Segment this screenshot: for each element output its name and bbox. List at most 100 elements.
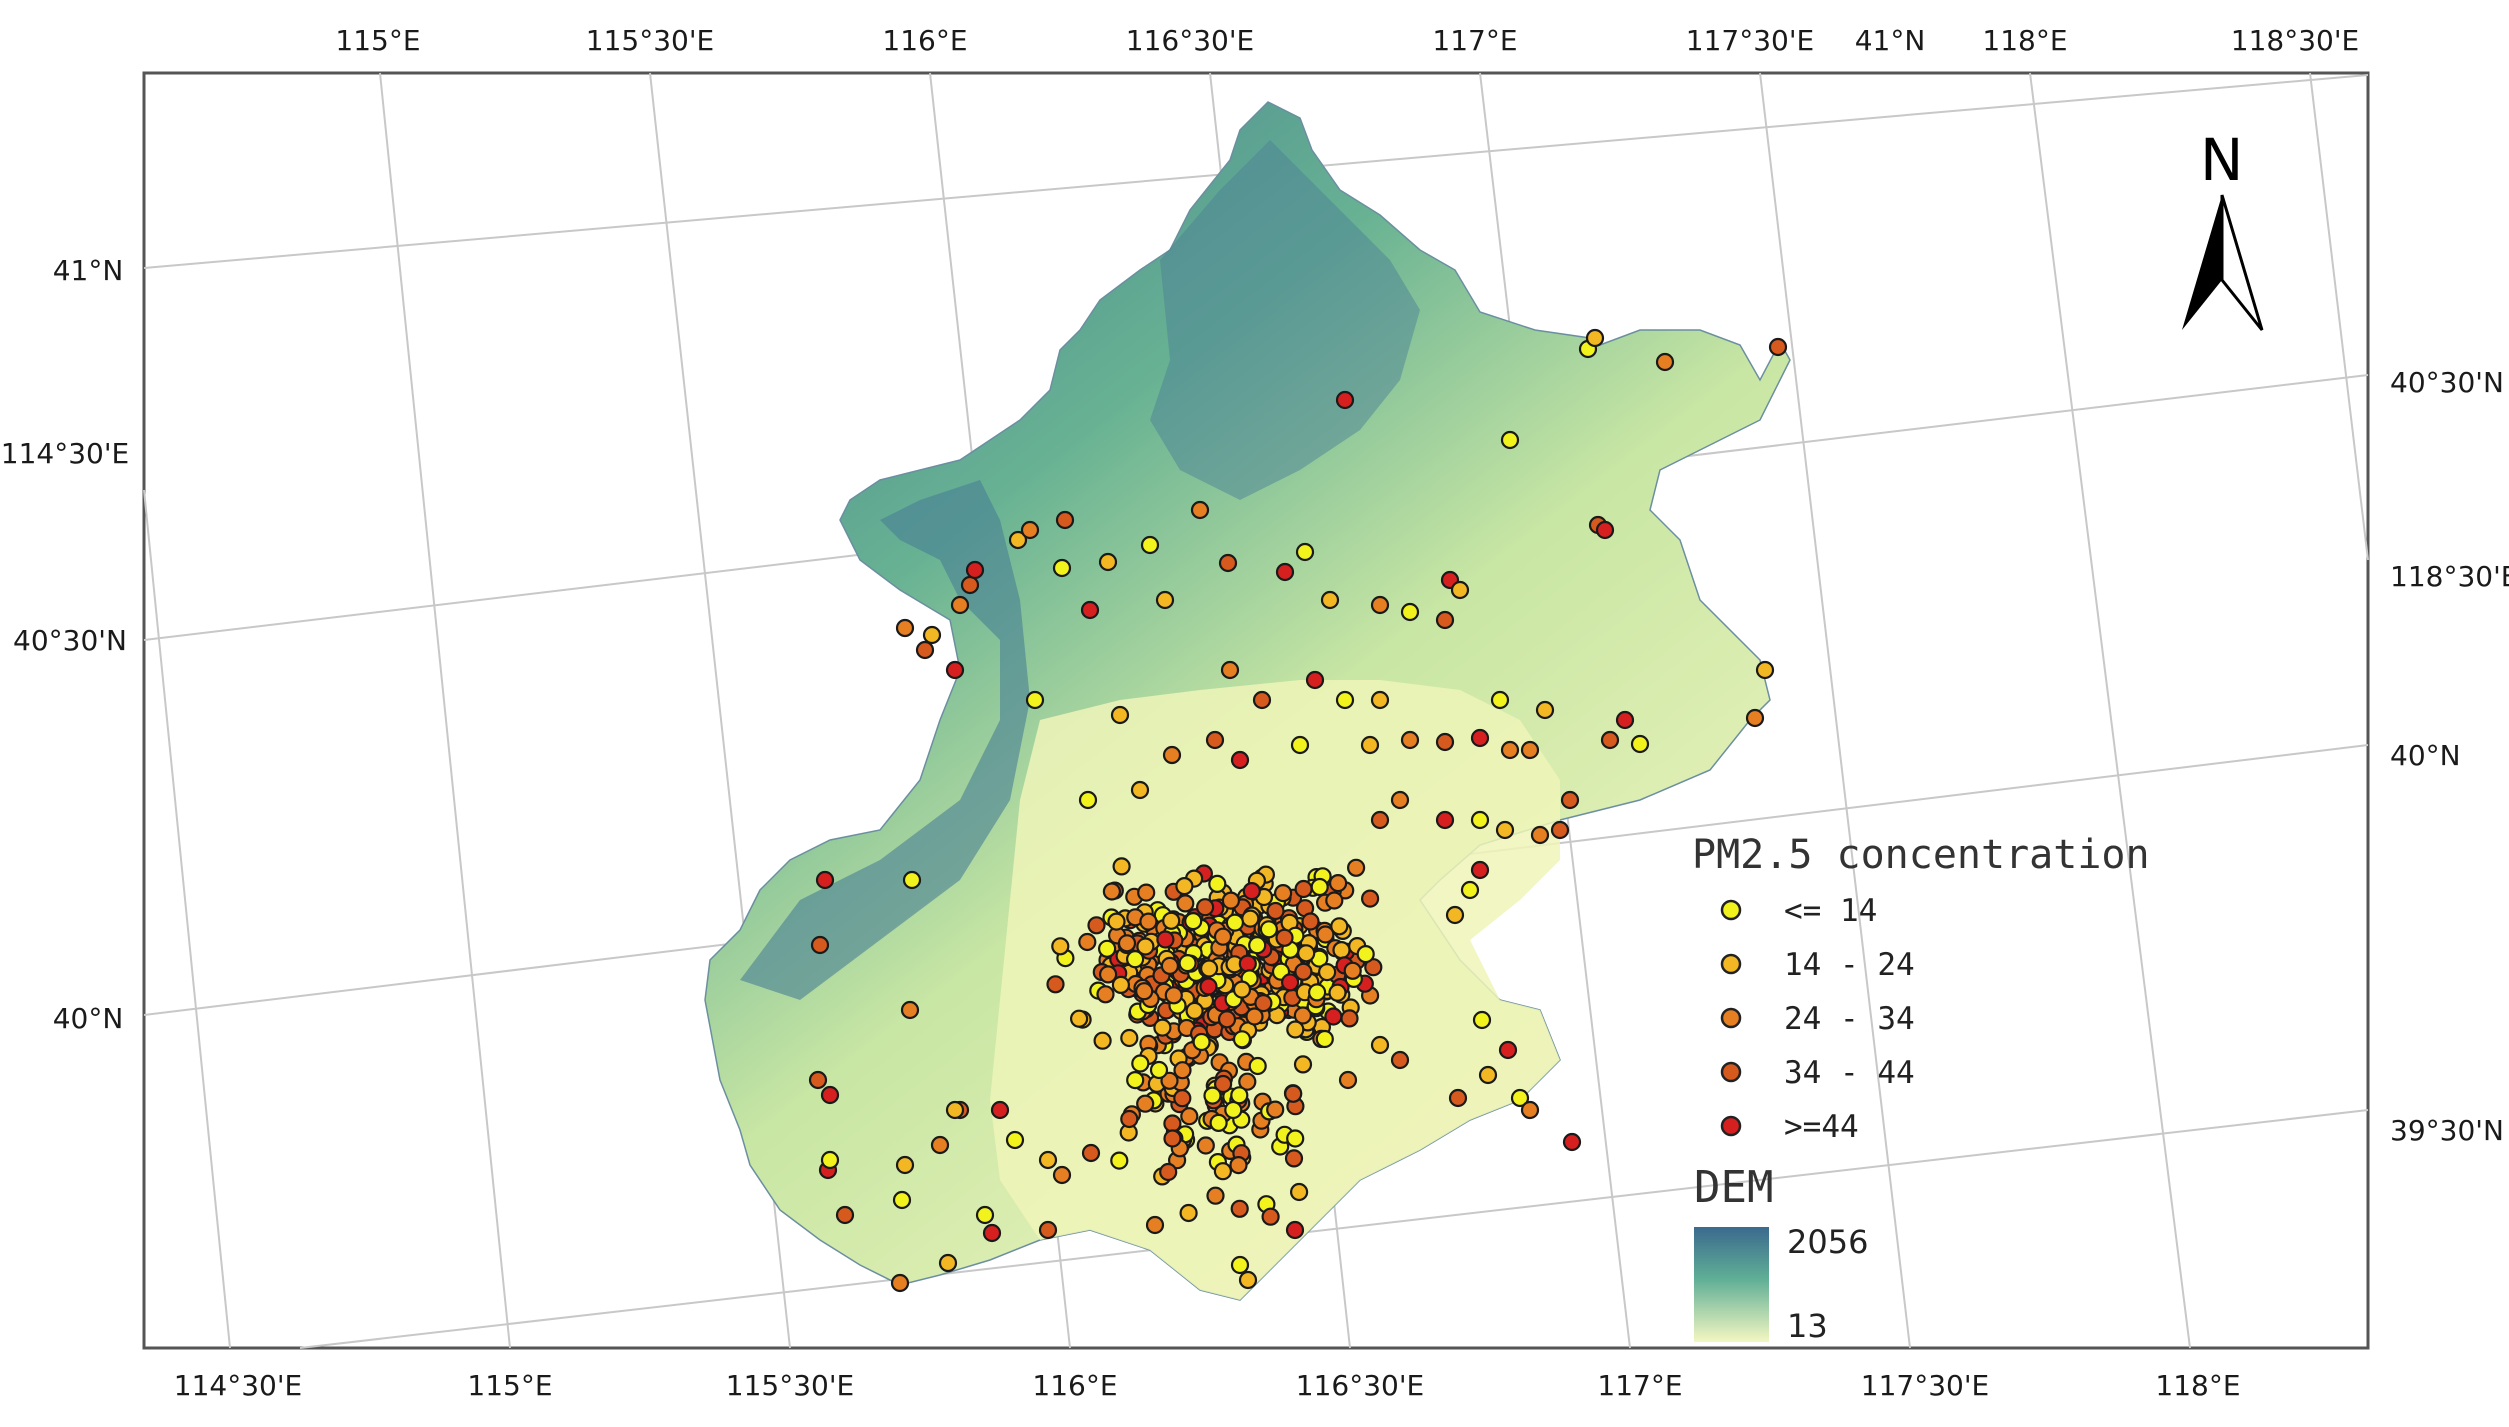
site-marker (922, 625, 942, 645)
site-marker (1360, 889, 1380, 908)
site-marker (1005, 1130, 1025, 1150)
coord-label-top: 117°30'E (1686, 24, 1814, 57)
site-marker (1266, 1100, 1285, 1119)
site-marker (1273, 883, 1293, 903)
site-marker (1136, 937, 1155, 956)
site-marker (1098, 965, 1118, 984)
legend-label: <= 14 (1784, 893, 1877, 929)
site-marker (1206, 1186, 1225, 1205)
site-marker (1400, 730, 1420, 750)
coordinate-labels: 115°E 115°30'E 116°E 116°30'E 117°E 117°30'E 4… (1, 24, 2509, 1402)
coord-label-left: 40°N (53, 1002, 124, 1035)
site-marker (1093, 1031, 1112, 1050)
dem-max-label: 2056 (1787, 1223, 1868, 1261)
site-marker (1126, 1070, 1145, 1090)
site-marker (1176, 894, 1195, 913)
site-marker (1360, 735, 1380, 755)
site-marker (945, 660, 965, 680)
dem-color-ramp (1694, 1227, 1769, 1342)
coord-label-top: 116°E (882, 24, 967, 57)
site-marker (1293, 1055, 1313, 1074)
site-marker (1080, 600, 1100, 620)
site-marker (1130, 780, 1150, 800)
site-marker (1450, 580, 1470, 600)
site-marker (1560, 790, 1580, 810)
legend-title: PM2.5 concentration (1692, 832, 2150, 878)
site-marker (1131, 1054, 1150, 1073)
site-marker (1745, 708, 1765, 728)
site-marker (890, 1273, 910, 1293)
north-arrow: N (2182, 126, 2264, 331)
graticule-line (2029, 72, 2191, 1349)
site-marker (1500, 430, 1520, 450)
site-marker (1275, 562, 1295, 582)
coord-label-top: 115°30'E (586, 24, 714, 57)
site-marker (1195, 898, 1215, 917)
site-marker (1286, 1020, 1305, 1039)
site-marker (1196, 1136, 1215, 1155)
legend-label: 24 - 34 (1784, 1001, 1915, 1037)
site-marker (1390, 790, 1410, 810)
site-marker (1330, 917, 1349, 936)
site-marker (1137, 883, 1156, 902)
site-marker (1232, 980, 1252, 999)
site-marker (1081, 1143, 1101, 1163)
site-marker (1293, 1006, 1313, 1025)
site-marker (1335, 390, 1355, 410)
site-marker (1135, 982, 1154, 1001)
site-marker (1185, 1001, 1204, 1021)
site-marker (1346, 858, 1366, 877)
site-marker (1199, 977, 1218, 996)
coord-label-bottom: 115°30'E (726, 1369, 854, 1402)
site-marker (1307, 983, 1327, 1002)
site-marker (1218, 553, 1238, 573)
site-marker (1364, 958, 1383, 977)
site-marker (1208, 874, 1227, 894)
coord-label-bottom: 116°E (1032, 1369, 1117, 1402)
site-marker (1535, 700, 1555, 720)
coord-label-top: 118°30'E (2231, 24, 2359, 57)
site-marker (1230, 1255, 1250, 1275)
coord-label-top: 41°N (1855, 24, 1926, 57)
site-marker (895, 1155, 915, 1175)
mountain-ridge-west (740, 480, 1030, 1000)
site-marker (1145, 1215, 1165, 1235)
site-marker (1510, 1088, 1530, 1108)
site-marker (1230, 1199, 1249, 1218)
site-marker (1301, 912, 1320, 931)
site-marker (1332, 940, 1351, 960)
site-marker (938, 1253, 958, 1273)
site-marker (1241, 909, 1260, 928)
site-marker (1238, 954, 1257, 973)
graticule-line (2309, 72, 2369, 561)
site-marker (1160, 956, 1180, 976)
site-marker (1470, 860, 1490, 880)
site-marker (1213, 1074, 1233, 1094)
site-marker (975, 1205, 995, 1225)
site-marker (1284, 1084, 1303, 1103)
site-marker (1156, 930, 1175, 949)
site-marker (1343, 961, 1362, 980)
site-marker (1162, 911, 1181, 930)
coord-label-bottom: 114°30'E (174, 1369, 302, 1402)
site-marker (1097, 939, 1117, 958)
site-marker (810, 935, 830, 955)
site-marker (1248, 936, 1267, 955)
site-marker (1245, 1007, 1264, 1026)
graticule-line (1759, 72, 1911, 1349)
site-marker (1297, 944, 1316, 963)
coord-label-top: 115°E (335, 24, 420, 57)
site-marker (1259, 920, 1279, 939)
coord-label-right: 40°30'N (2390, 366, 2504, 399)
site-marker (1117, 934, 1137, 953)
site-marker (1163, 1129, 1182, 1148)
site-marker (1224, 1100, 1243, 1120)
site-marker (1290, 735, 1310, 755)
site-marker (1370, 810, 1390, 830)
site-marker (1217, 1010, 1237, 1029)
site-marker (1046, 975, 1065, 994)
site-marker (1284, 1149, 1304, 1168)
site-marker (1470, 810, 1490, 830)
site-marker (1266, 901, 1285, 921)
legend-label: 14 - 24 (1784, 947, 1915, 983)
